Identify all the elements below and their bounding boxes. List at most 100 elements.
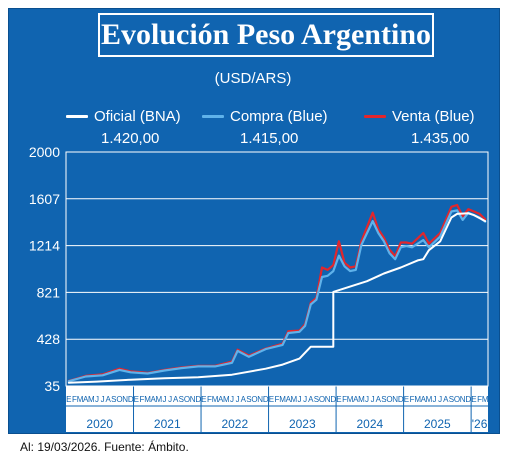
legend-item-venta: Venta (Blue) bbox=[364, 108, 475, 125]
x-month-tick: J bbox=[365, 395, 369, 404]
x-month-tick: D bbox=[128, 395, 134, 404]
x-month-tick: O bbox=[454, 395, 460, 404]
x-month-tick: O bbox=[184, 395, 190, 404]
x-month-tick: D bbox=[330, 395, 336, 404]
x-month-tick: E bbox=[134, 395, 139, 404]
x-year-label: 2021 bbox=[154, 417, 181, 431]
x-month-tick: J bbox=[230, 395, 234, 404]
x-month-tick: M bbox=[279, 395, 286, 404]
x-month-tick: N bbox=[190, 395, 196, 404]
x-month-tick: M bbox=[347, 395, 354, 404]
x-month-tick: A bbox=[83, 395, 89, 404]
legend-value-oficial: 1.420,00 bbox=[101, 130, 160, 147]
x-month-tick: O bbox=[319, 395, 325, 404]
footnote: Al: 19/03/2026. Fuente: Ámbito. bbox=[20, 440, 189, 454]
x-month-tick: J bbox=[101, 395, 105, 404]
x-month-tick: E bbox=[66, 395, 71, 404]
x-month-tick: O bbox=[116, 395, 122, 404]
chart-unit: (USD/ARS) bbox=[214, 70, 292, 87]
x-month-tick: M bbox=[414, 395, 421, 404]
x-month-tick: F bbox=[72, 395, 77, 404]
x-month-tick: A bbox=[241, 395, 247, 404]
x-month-tick: J bbox=[95, 395, 99, 404]
x-month-tick: S bbox=[381, 395, 386, 404]
x-month-tick: M bbox=[144, 395, 151, 404]
x-month-tick: M bbox=[88, 395, 95, 404]
x-year-label: 2024 bbox=[356, 417, 383, 431]
legend-swatch-compra bbox=[202, 115, 224, 118]
legend-value-venta: 1.435,00 bbox=[411, 130, 470, 147]
x-month-tick: F bbox=[140, 395, 145, 404]
x-month-tick: N bbox=[122, 395, 128, 404]
x-month-tick: J bbox=[298, 395, 302, 404]
x-month-tick: J bbox=[236, 395, 240, 404]
x-month-tick: J bbox=[162, 395, 166, 404]
x-month-tick: F bbox=[342, 395, 347, 404]
x-axis-background bbox=[66, 386, 488, 432]
x-month-tick: D bbox=[195, 395, 201, 404]
x-month-tick: O bbox=[386, 395, 392, 404]
x-month-tick: D bbox=[398, 395, 404, 404]
x-month-tick: M bbox=[212, 395, 219, 404]
x-month-tick: J bbox=[168, 395, 172, 404]
x-month-tick: F bbox=[275, 395, 280, 404]
y-tick-label: 821 bbox=[37, 284, 61, 300]
x-month-tick: N bbox=[392, 395, 398, 404]
x-month-tick: M bbox=[77, 395, 84, 404]
legend-label-oficial: Oficial (BNA) bbox=[94, 108, 181, 125]
x-month-tick: S bbox=[314, 395, 319, 404]
x-month-tick: A bbox=[376, 395, 382, 404]
legend-swatch-venta bbox=[364, 115, 386, 118]
x-month-tick: E bbox=[404, 395, 409, 404]
x-year-label: 2020 bbox=[86, 417, 113, 431]
x-month-tick: A bbox=[218, 395, 224, 404]
x-year-label: 2025 bbox=[424, 417, 451, 431]
x-month-tick: A bbox=[353, 395, 359, 404]
x-month-tick: F bbox=[410, 395, 415, 404]
x-month-tick: M bbox=[426, 395, 433, 404]
legend-swatch-oficial bbox=[66, 115, 88, 118]
x-month-tick: N bbox=[257, 395, 263, 404]
x-month-tick: E bbox=[336, 395, 341, 404]
x-year-label: '26 bbox=[472, 417, 488, 431]
legend-value-compra: 1.415,00 bbox=[240, 130, 299, 147]
x-month-tick: J bbox=[303, 395, 307, 404]
x-month-tick: E bbox=[471, 395, 476, 404]
y-tick-label: 428 bbox=[37, 331, 61, 347]
x-year-label: 2023 bbox=[289, 417, 316, 431]
x-month-tick: M bbox=[358, 395, 365, 404]
series-line-compra bbox=[67, 209, 487, 383]
x-month-tick: M bbox=[482, 395, 489, 404]
x-year-label: 2022 bbox=[221, 417, 248, 431]
chart-panel bbox=[8, 8, 500, 434]
y-tick-label: 1607 bbox=[29, 191, 60, 207]
x-month-tick: N bbox=[325, 395, 331, 404]
y-tick-label: 35 bbox=[44, 378, 60, 394]
x-month-tick: A bbox=[286, 395, 292, 404]
chart-title: Evolución Peso Argentino bbox=[98, 13, 434, 57]
x-month-tick: F bbox=[477, 395, 482, 404]
x-month-tick: M bbox=[156, 395, 163, 404]
series-line-oficial bbox=[67, 212, 487, 384]
legend-label-compra: Compra (Blue) bbox=[230, 108, 328, 125]
x-month-tick: J bbox=[433, 395, 437, 404]
x-month-tick: N bbox=[460, 395, 466, 404]
x-month-tick: E bbox=[269, 395, 274, 404]
x-month-tick: S bbox=[179, 395, 184, 404]
x-month-tick: S bbox=[111, 395, 116, 404]
x-month-tick: E bbox=[201, 395, 206, 404]
x-month-tick: S bbox=[246, 395, 251, 404]
x-month-tick: S bbox=[449, 395, 454, 404]
x-month-tick: M bbox=[223, 395, 230, 404]
x-month-tick: J bbox=[371, 395, 375, 404]
y-tick-label: 1214 bbox=[29, 238, 60, 254]
legend-item-oficial: Oficial (BNA) bbox=[66, 108, 181, 125]
x-month-tick: D bbox=[263, 395, 269, 404]
x-month-tick: J bbox=[438, 395, 442, 404]
x-month-tick: M bbox=[291, 395, 298, 404]
series-line-venta bbox=[67, 203, 487, 382]
x-month-tick: O bbox=[251, 395, 257, 404]
y-tick-label: 2000 bbox=[29, 144, 60, 160]
x-month-tick: A bbox=[443, 395, 449, 404]
